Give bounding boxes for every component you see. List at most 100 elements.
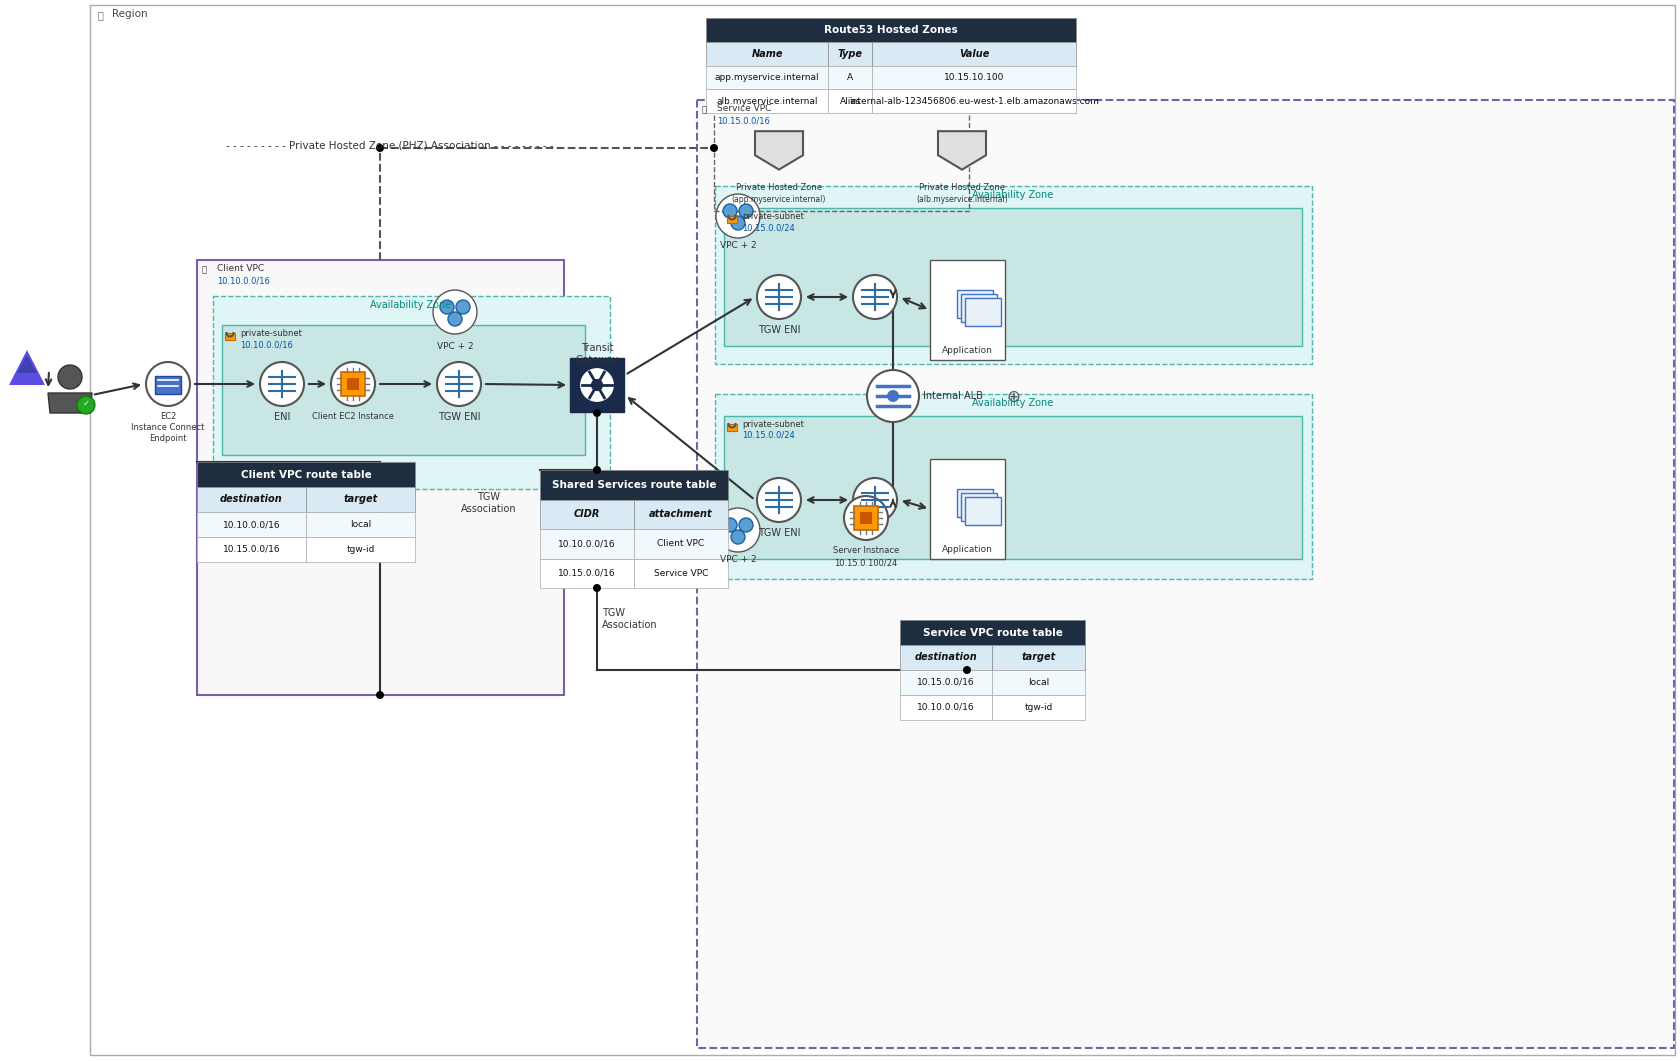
FancyBboxPatch shape (306, 512, 415, 537)
Text: Client VPC: Client VPC (217, 264, 264, 273)
Circle shape (593, 584, 601, 592)
Text: target: target (1021, 653, 1055, 662)
Circle shape (756, 275, 801, 319)
Circle shape (852, 275, 897, 319)
Text: TGW
Association: TGW Association (601, 608, 657, 629)
Circle shape (593, 466, 601, 474)
FancyBboxPatch shape (872, 89, 1075, 114)
Text: Server Instnace: Server Instnace (832, 546, 899, 555)
Polygon shape (49, 393, 92, 413)
FancyBboxPatch shape (726, 216, 736, 223)
Circle shape (716, 508, 759, 552)
Circle shape (77, 396, 96, 414)
Text: ⊕: ⊕ (1005, 388, 1020, 406)
Text: 10.15.10.100: 10.15.10.100 (944, 73, 1005, 82)
Polygon shape (937, 132, 986, 170)
Text: Client EC2 Instance: Client EC2 Instance (312, 412, 393, 421)
Text: alb.myservice.internal: alb.myservice.internal (716, 97, 816, 106)
FancyBboxPatch shape (956, 290, 993, 318)
Text: CIDR: CIDR (573, 509, 600, 519)
Text: ENI: ENI (274, 412, 291, 422)
Text: Shared Services route table: Shared Services route table (551, 480, 716, 490)
Text: (app.myservice.internal): (app.myservice.internal) (731, 195, 825, 204)
FancyBboxPatch shape (964, 497, 1000, 525)
Text: TGW ENI: TGW ENI (758, 325, 800, 335)
FancyBboxPatch shape (899, 645, 991, 669)
Circle shape (739, 204, 753, 218)
FancyBboxPatch shape (726, 424, 736, 431)
Circle shape (887, 390, 899, 402)
Text: Route53 Hosted Zones: Route53 Hosted Zones (823, 24, 958, 35)
Circle shape (756, 479, 801, 522)
FancyBboxPatch shape (899, 669, 991, 695)
FancyBboxPatch shape (155, 376, 181, 394)
Text: target: target (343, 494, 378, 504)
FancyBboxPatch shape (872, 41, 1075, 66)
Text: 10.15.0.0/24: 10.15.0.0/24 (741, 431, 795, 440)
Text: tgw-id: tgw-id (1023, 703, 1052, 712)
Text: Service VPC route table: Service VPC route table (922, 627, 1062, 638)
Circle shape (731, 530, 744, 544)
Text: Service VPC: Service VPC (654, 569, 707, 578)
FancyBboxPatch shape (899, 620, 1084, 645)
Circle shape (260, 362, 304, 406)
FancyBboxPatch shape (872, 66, 1075, 89)
FancyBboxPatch shape (724, 416, 1302, 559)
Circle shape (146, 362, 190, 406)
Text: tgw-id: tgw-id (346, 545, 375, 554)
FancyBboxPatch shape (539, 500, 633, 529)
FancyBboxPatch shape (899, 695, 991, 720)
Text: 10.15.0.100/24: 10.15.0.100/24 (833, 558, 897, 567)
FancyBboxPatch shape (306, 487, 415, 512)
Text: 10.10.0.0/16: 10.10.0.0/16 (558, 539, 615, 549)
Text: 10.15.0.0/24: 10.15.0.0/24 (741, 223, 795, 232)
FancyBboxPatch shape (213, 296, 610, 489)
Text: 10.10.0.0/16: 10.10.0.0/16 (217, 276, 270, 285)
Text: 10.15.0.0/16: 10.15.0.0/16 (222, 545, 281, 554)
Circle shape (739, 518, 753, 532)
Text: destination: destination (914, 653, 978, 662)
FancyBboxPatch shape (197, 487, 306, 512)
Text: VPC + 2: VPC + 2 (719, 241, 756, 250)
Text: 10.15.0.0/16: 10.15.0.0/16 (917, 678, 974, 688)
Text: private-subnet: private-subnet (240, 329, 302, 338)
Text: Availability Zone: Availability Zone (971, 398, 1053, 408)
Circle shape (716, 194, 759, 238)
Text: app.myservice.internal: app.myservice.internal (714, 73, 818, 82)
Text: ✓: ✓ (82, 399, 89, 408)
Circle shape (867, 370, 919, 422)
FancyBboxPatch shape (197, 462, 415, 487)
FancyBboxPatch shape (570, 358, 623, 412)
Text: Internal ALB: Internal ALB (922, 392, 983, 401)
Text: local: local (349, 520, 371, 529)
Text: Instance Connect: Instance Connect (131, 423, 205, 432)
Text: - - - - - - - - - Private Hosted Zone (PHZ) Association - - - - - - - - -: - - - - - - - - - Private Hosted Zone (P… (227, 140, 553, 150)
FancyBboxPatch shape (991, 695, 1084, 720)
Text: Region: Region (113, 8, 148, 19)
FancyBboxPatch shape (706, 18, 1075, 41)
FancyBboxPatch shape (961, 294, 996, 321)
FancyBboxPatch shape (706, 66, 828, 89)
FancyBboxPatch shape (724, 208, 1302, 346)
Text: Transit: Transit (580, 343, 613, 353)
FancyBboxPatch shape (714, 394, 1310, 579)
Text: 10.15.0.0/16: 10.15.0.0/16 (558, 569, 615, 578)
Text: Client VPC route table: Client VPC route table (240, 470, 371, 480)
FancyBboxPatch shape (197, 537, 306, 562)
Polygon shape (17, 355, 37, 373)
FancyBboxPatch shape (860, 512, 872, 524)
Text: (alb.myservice.internal): (alb.myservice.internal) (916, 195, 1008, 204)
Circle shape (437, 362, 480, 406)
FancyBboxPatch shape (714, 186, 1310, 364)
Circle shape (455, 300, 470, 314)
Text: TGW
Association: TGW Association (460, 492, 516, 514)
Text: 🔒: 🔒 (702, 105, 707, 114)
FancyBboxPatch shape (828, 66, 872, 89)
Text: VPC + 2: VPC + 2 (719, 555, 756, 564)
Circle shape (843, 495, 887, 540)
FancyBboxPatch shape (197, 260, 564, 695)
FancyBboxPatch shape (306, 537, 415, 562)
Text: 10.15.0.0/16: 10.15.0.0/16 (717, 116, 769, 125)
Text: 10.10.0.0/16: 10.10.0.0/16 (222, 520, 281, 529)
Polygon shape (754, 132, 803, 170)
